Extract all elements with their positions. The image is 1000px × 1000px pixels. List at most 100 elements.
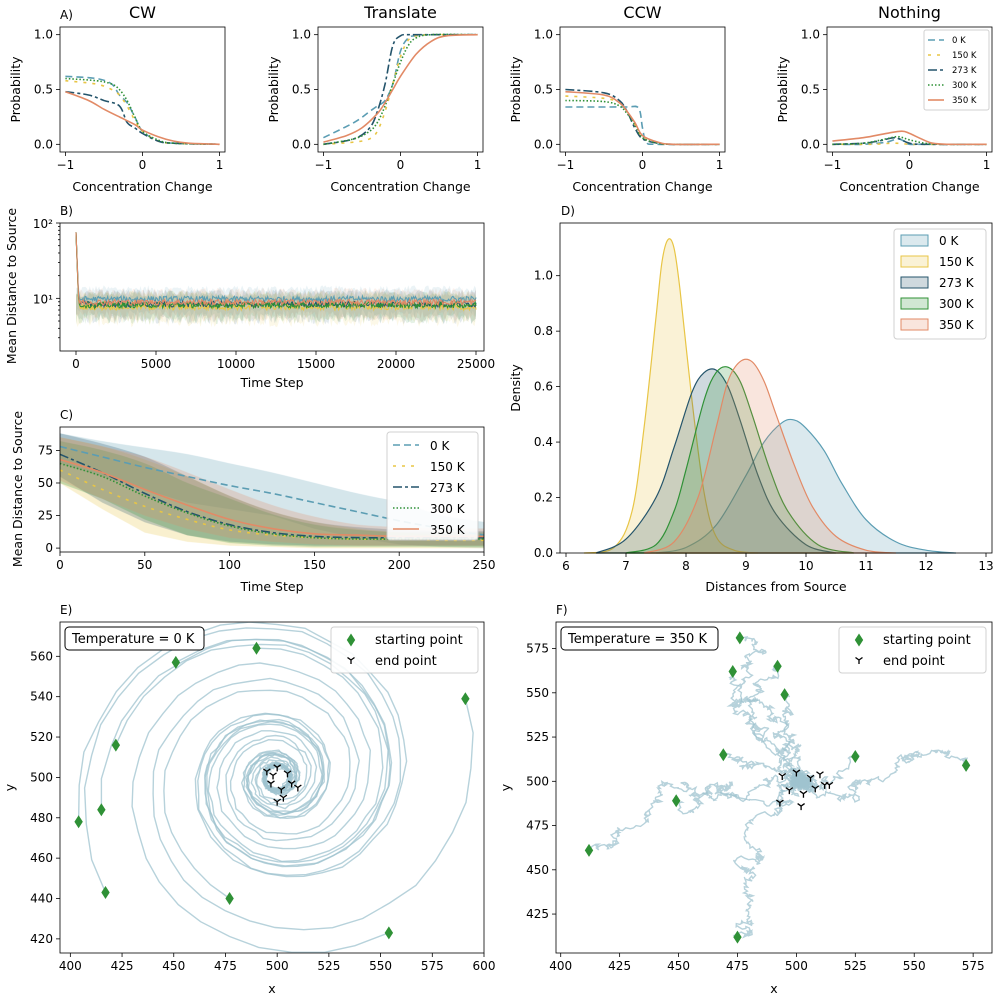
panel-b-xtick-label: 10000	[217, 357, 255, 371]
panel-d-legend-swatch	[900, 255, 929, 268]
panel-d-ylabel: Density	[508, 364, 523, 412]
panel-f-xtick-label: 525	[844, 959, 867, 973]
panel-e-ytick-label: 500	[30, 770, 53, 784]
panel-f-ytick-label: 550	[526, 686, 549, 700]
panel-c-legend-label: 350 K	[430, 523, 466, 537]
panel-f-end-point	[797, 803, 805, 811]
panel-f-end-point	[820, 781, 829, 789]
panel-e-xtick-label: 425	[111, 959, 134, 973]
panel-e-xtick-label: 500	[266, 959, 289, 973]
panel-d-ytick-label: 0.4	[534, 435, 553, 449]
panel-f-ytick-label: 500	[526, 774, 549, 788]
panel-a-3-legend-label: 0 K	[952, 36, 966, 46]
panel-a-1-frame	[317, 26, 484, 153]
panel-b-ytick-label: 10²	[33, 217, 53, 231]
panel-b-xtick-label: 20000	[377, 357, 415, 371]
panel-f-starting-point	[961, 758, 971, 772]
panel-a-2-line-1	[565, 95, 720, 146]
panel-f-end-point	[799, 790, 808, 798]
panel-a-3-legend-label: 300 K	[952, 81, 977, 91]
panel-b-ylabel: Mean Distance to Source	[4, 208, 19, 364]
panel-d-legend-swatch	[900, 276, 929, 289]
panel-d-frame	[559, 222, 993, 554]
panel-c-label: C)	[60, 408, 73, 422]
panel-f-ytick-label: 475	[526, 819, 549, 833]
panel-a-3-legend-label: 273 K	[952, 66, 977, 76]
panel-a-0-xtick-label: 0	[139, 158, 147, 172]
panel-b-line-4	[75, 232, 477, 308]
panel-e-starting-point	[384, 926, 394, 940]
panel-f-starting-point	[728, 665, 737, 679]
panel-e-starting-point	[171, 655, 181, 669]
panel-d-xtick-label: 12	[918, 559, 933, 573]
panel-e-end-point	[273, 798, 282, 806]
panel-f-annotation: Temperature = 350 K	[567, 632, 707, 647]
panel-c-xtick-label: 50	[137, 558, 152, 572]
panel-c-xlabel: Time Step	[239, 579, 303, 594]
panel-a-0-line-4	[65, 90, 220, 146]
panel-a-0-xlabel: Concentration Change	[72, 179, 213, 194]
panel-a-3-legend-label: 350 K	[952, 96, 977, 106]
panel-f-starting-point	[780, 688, 789, 702]
panel-a-3-ytick-label: 1.0	[801, 28, 820, 42]
panel-e-ytick-label: 480	[30, 811, 53, 825]
panel-a-1-ytick-label: 1.0	[292, 28, 311, 42]
panel-f-end-point	[811, 785, 820, 793]
panel-a-2-xtick-label: 1	[716, 158, 724, 172]
panel-e-end-point	[273, 764, 282, 772]
panel-d-ytick-label: 0.8	[534, 324, 553, 338]
panel-b-xtick-label: 25000	[457, 357, 495, 371]
panel-e-ytick-label: 440	[30, 892, 53, 906]
panel-a-3-xtick-label: −1	[824, 158, 842, 172]
panel-f-legend-start-label: starting point	[883, 633, 971, 648]
panel-a-3-xlabel: Concentration Change	[839, 179, 980, 194]
panel-e-end-point	[283, 770, 292, 778]
panel-e-xtick-label: 450	[162, 959, 185, 973]
panel-c-xtick-label: 200	[388, 558, 411, 572]
panel-a-1-ytick-label: 0.5	[292, 83, 311, 97]
panel-a-1-ylabel: Probability	[266, 56, 281, 123]
panel-d-xtick-label: 10	[798, 559, 813, 573]
panel-f-starting-point	[735, 631, 745, 645]
panel-d-legend-label: 273 K	[939, 276, 975, 290]
panel-e-legend-box	[330, 626, 479, 674]
panel-d-xlabel: Distances from Source	[705, 579, 846, 594]
panel-f-end-point	[825, 781, 834, 789]
panel-e-legend-start-swatch	[346, 633, 356, 647]
panel-c-xtick-label: 250	[473, 558, 496, 572]
panel-d-legend-label: 350 K	[939, 318, 975, 332]
panel-f-legend-box	[838, 626, 987, 674]
panel-d-xtick-label: 7	[622, 559, 630, 573]
panel-f-legend-end-swatch	[855, 656, 863, 664]
panel-e-frame	[59, 621, 485, 954]
panel-a-0-line-1	[65, 79, 220, 146]
panel-a-2-ytick-label: 0.0	[534, 137, 553, 151]
panel-a-3-line-3	[832, 135, 987, 146]
panel-e-starting-point	[97, 803, 106, 817]
panel-c-ytick-label: 25	[38, 509, 53, 523]
panel-e-label: E)	[60, 603, 72, 617]
panel-f-starting-point	[773, 659, 782, 673]
panel-f-frame	[555, 621, 993, 954]
panel-e-ytick-label: 420	[30, 932, 53, 946]
panel-f-xtick-label: 550	[903, 959, 926, 973]
panel-e-xtick-label: 525	[317, 959, 340, 973]
panel-b-line-1	[75, 232, 477, 312]
panel-c-legend-label: 150 K	[430, 460, 466, 474]
panel-a-0-xtick-label: −1	[57, 158, 75, 172]
panel-e-end-point	[262, 768, 271, 776]
panel-e-end-point	[279, 794, 288, 802]
panel-b-xtick-label: 0	[72, 357, 80, 371]
panel-e-legend-end-swatch	[347, 656, 355, 664]
panel-d-area-1	[583, 238, 759, 554]
panel-a-1-xtick-label: 0	[397, 158, 405, 172]
panel-c-xtick-label: 100	[218, 558, 241, 572]
panel-a-1-xlabel: Concentration Change	[330, 179, 471, 194]
panel-d-ytick-label: 0.0	[534, 546, 553, 560]
panel-c-xtick-label: 150	[303, 558, 326, 572]
panel-a-3-title: Nothing	[878, 3, 941, 22]
panel-a-1-line-4	[323, 33, 478, 143]
panel-a-1-line-2	[323, 33, 478, 146]
panel-a-2-ylabel: Probability	[508, 56, 523, 123]
